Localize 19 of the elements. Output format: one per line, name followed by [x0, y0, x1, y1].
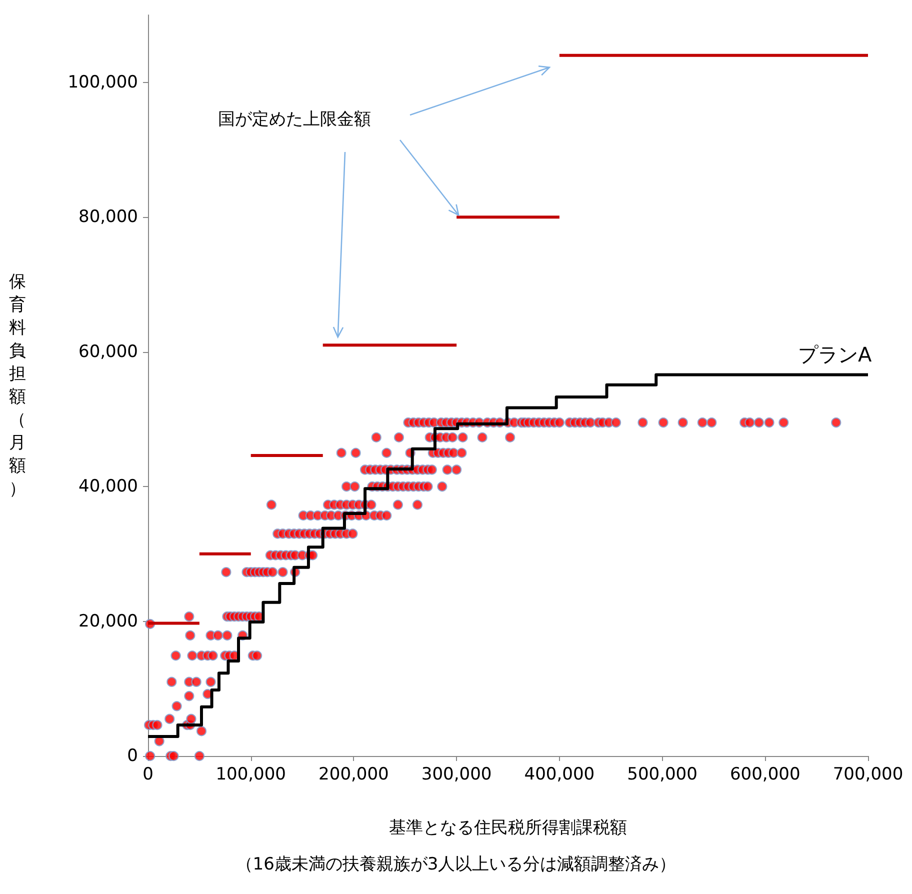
series-label: プランA: [798, 342, 872, 367]
annotation: 国が定めた上限金額: [218, 110, 371, 130]
y-tick-label: 100,000: [68, 72, 138, 92]
y-tick-label: 80,000: [78, 207, 138, 228]
x-tick-label: 0: [142, 764, 154, 784]
text: 保育料負担額（月額）: [9, 272, 26, 499]
x-tick-label: 300,000: [421, 764, 492, 784]
x-tick-label: 200,000: [318, 764, 389, 784]
x-tick-label: 700,000: [832, 764, 904, 784]
y-tick-label: 0: [127, 746, 138, 766]
x-tick-label: 600,000: [730, 764, 800, 784]
x-tick-label: 100,000: [216, 764, 286, 784]
x-tick-label: 500,000: [627, 764, 698, 784]
text: （16歳未満の扶養親族が3人以上いる分は減額調整済み）: [236, 854, 676, 874]
x-tick-label: 400,000: [524, 764, 595, 784]
x-axis-title: 基準となる住民税所得割課税額: [389, 818, 627, 838]
y-tick-label: 60,000: [78, 342, 138, 362]
y-tick-label: 20,000: [78, 611, 138, 632]
y-tick-label: 40,000: [78, 476, 138, 497]
